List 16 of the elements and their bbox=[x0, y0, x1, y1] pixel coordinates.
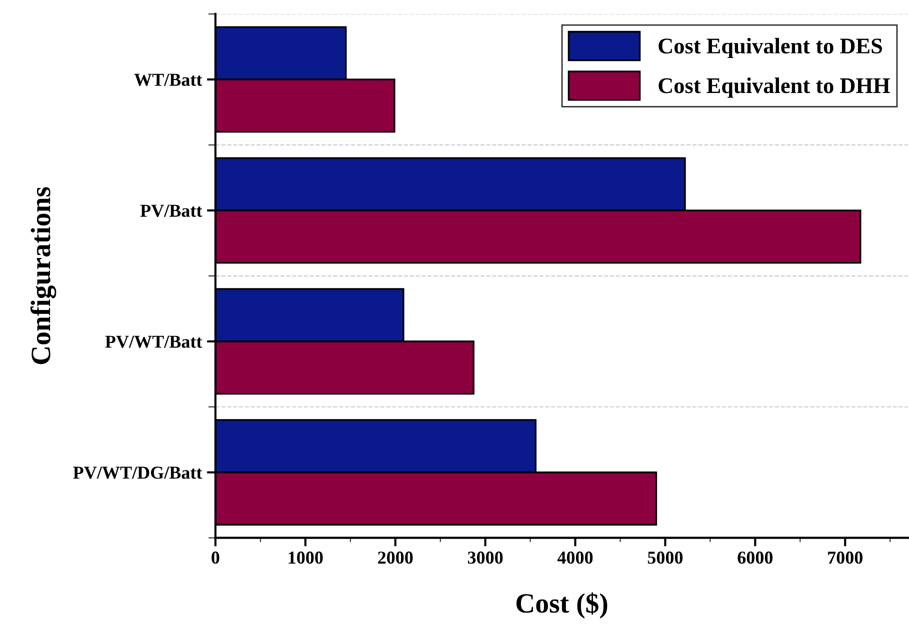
x-axis-title: Cost ($) bbox=[516, 592, 608, 618]
x-tick-label: 4000 bbox=[557, 552, 593, 564]
x-tick-label: 7000 bbox=[828, 552, 862, 564]
x-tick-label: 1000 bbox=[288, 552, 323, 564]
x-tick-label: 3000 bbox=[468, 552, 503, 564]
y-tick-label: WT/Batt bbox=[134, 74, 202, 86]
x-tick-label: 2000 bbox=[378, 552, 413, 564]
x-tick-label: 6000 bbox=[738, 552, 773, 564]
x-tick-label: 0 bbox=[212, 552, 220, 564]
x-tick-label: 5000 bbox=[648, 552, 683, 564]
y-axis-title: Configurations bbox=[30, 187, 56, 364]
y-tick-label: PV/WT/Batt bbox=[105, 336, 202, 348]
y-tick-label: PV/WT/DG/Batt bbox=[73, 466, 202, 479]
legend-label: Cost Equivalent to DHH bbox=[658, 78, 890, 98]
legend-label: Cost Equivalent to DES bbox=[658, 38, 882, 58]
y-tick-label: PV/Batt bbox=[140, 204, 202, 217]
